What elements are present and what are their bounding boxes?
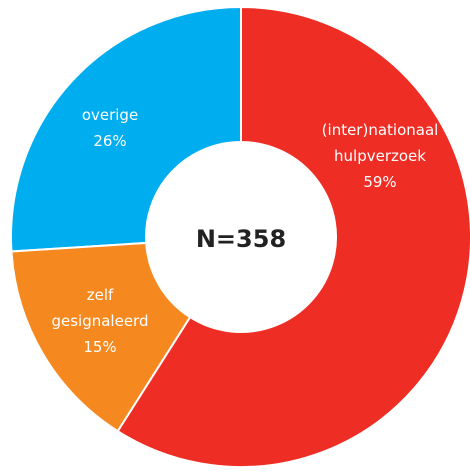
donut-segment <box>116 5 470 468</box>
donut-segment <box>10 5 242 253</box>
category-label: overige <box>82 106 138 124</box>
donut-segment <box>10 241 192 433</box>
value-label: 59% <box>363 173 396 191</box>
center-label: N=358 <box>196 225 286 253</box>
value-label: 26% <box>93 132 126 150</box>
value-label: 15% <box>83 338 116 356</box>
category-label: zelf gesignaleerd <box>51 286 148 330</box>
category-label: (inter)nationaal hulpverzoek <box>322 121 439 165</box>
